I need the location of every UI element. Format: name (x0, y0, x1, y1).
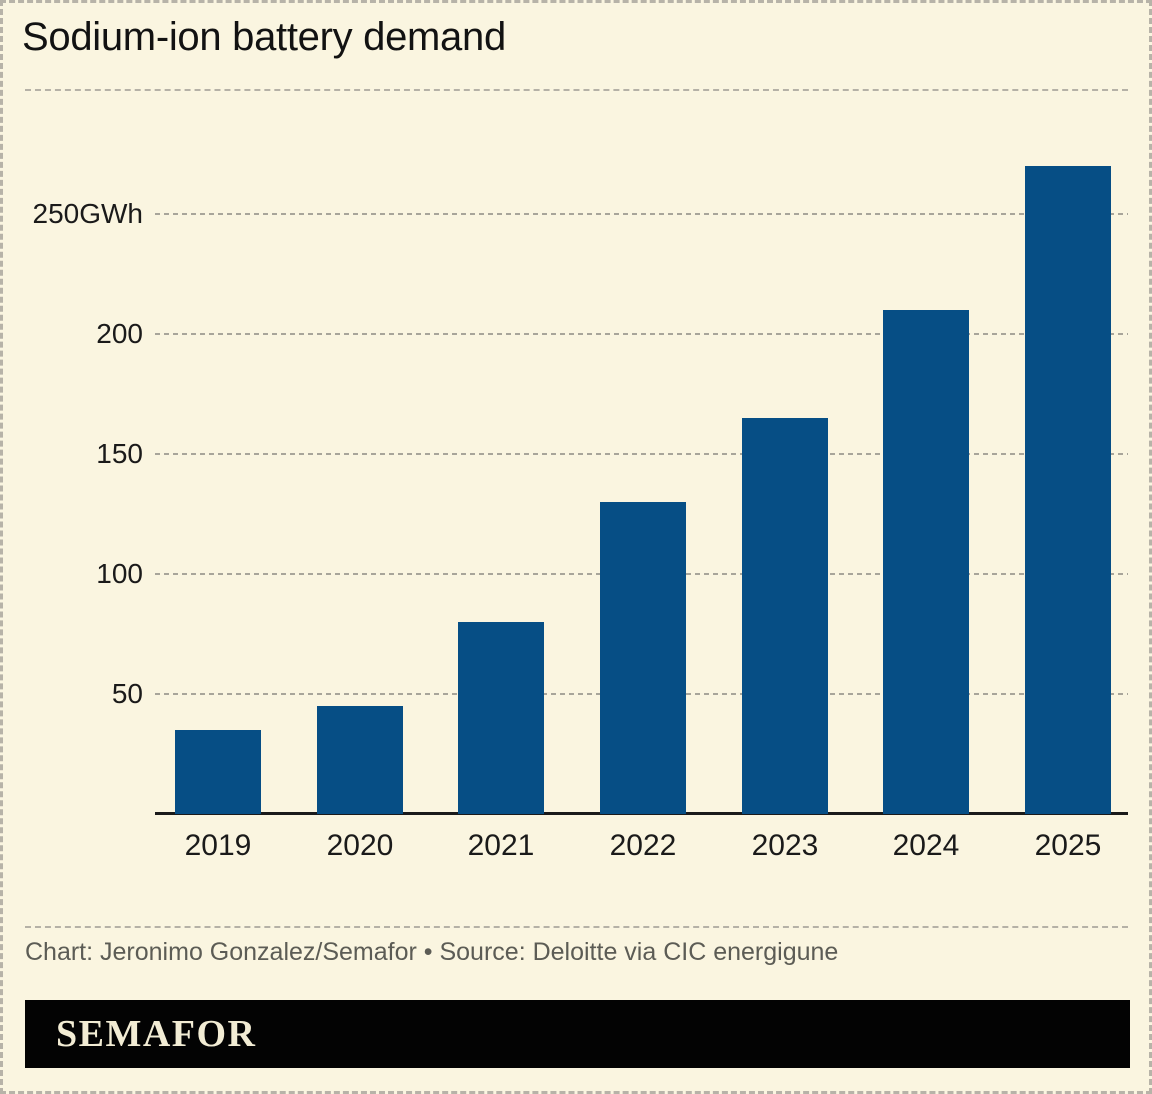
credit-line: Chart: Jeronimo Gonzalez/Semafor • Sourc… (25, 938, 839, 966)
x-tick-label-2025: 2025 (1034, 829, 1102, 862)
y-tick-label-150: 150 (96, 438, 143, 469)
semafor-logo-text: SEMAFOR (56, 1013, 257, 1055)
y-tick-label-250: 250GWh (32, 198, 144, 229)
bar-2022 (600, 502, 686, 814)
gridline-200 (155, 333, 1128, 335)
gridline-250 (155, 213, 1128, 215)
bar-2023 (742, 418, 828, 814)
bar-2019 (175, 730, 261, 814)
x-tick-label-2022: 2022 (609, 829, 677, 862)
y-tick-label-50: 50 (111, 678, 143, 709)
x-tick-label-2019: 2019 (184, 829, 252, 862)
chart-title: Sodium-ion battery demand (22, 15, 506, 59)
bar-2024 (883, 310, 969, 814)
title-separator (25, 89, 1128, 91)
footer-separator (25, 926, 1128, 928)
x-tick-label-2021: 2021 (467, 829, 535, 862)
y-tick-label-200: 200 (96, 318, 143, 349)
x-tick-label-2020: 2020 (326, 829, 394, 862)
semafor-logo-bar: SEMAFOR (25, 1000, 1130, 1068)
bar-2021 (458, 622, 544, 814)
bar-2025 (1025, 166, 1111, 814)
x-tick-label-2023: 2023 (751, 829, 819, 862)
bar-2020 (317, 706, 403, 814)
gridline-150 (155, 453, 1128, 455)
y-tick-label-100: 100 (96, 558, 143, 589)
x-tick-label-2024: 2024 (892, 829, 960, 862)
